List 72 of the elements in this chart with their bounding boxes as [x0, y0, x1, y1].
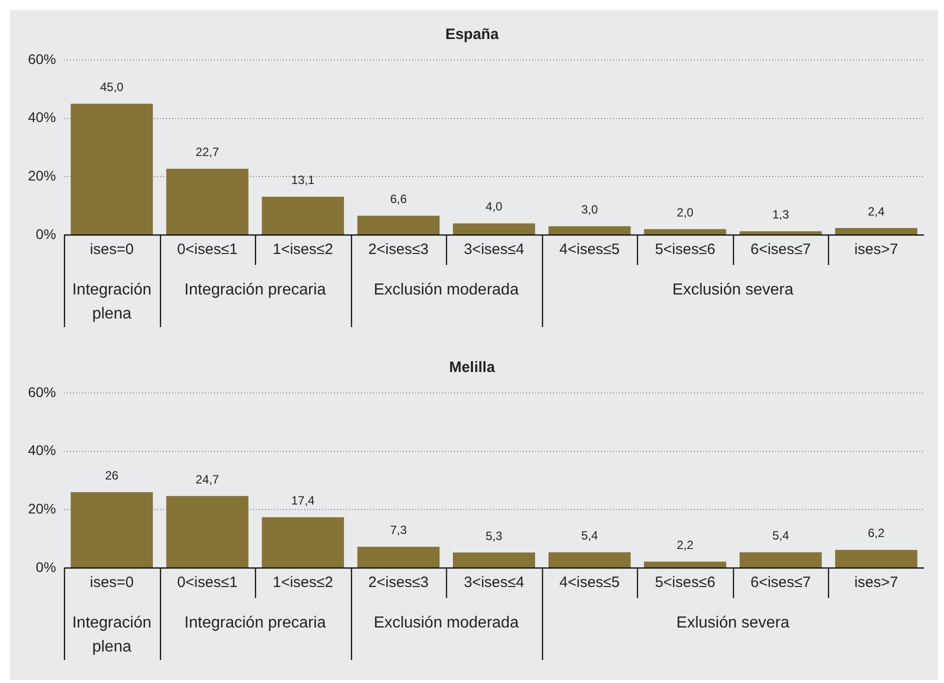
x-tick-label: ises>7 [854, 574, 898, 592]
data-label: 2,4 [868, 204, 885, 218]
data-label: 1,3 [772, 208, 790, 222]
data-label: 17,4 [291, 494, 315, 508]
text: Integración plena [72, 614, 152, 656]
bar [452, 552, 536, 568]
bar [644, 229, 726, 234]
bar [644, 562, 726, 568]
y-tick-label: 40% [28, 109, 56, 126]
y-tick-label: 0% [36, 558, 56, 575]
bar [262, 517, 344, 568]
x-tick-label: 6<ises≤7 [750, 241, 811, 258]
bar [740, 552, 822, 568]
x-tick-label: 1<ises≤2 [272, 241, 334, 258]
text: Exclusión moderada [374, 614, 519, 632]
x-tick-label: 3<ises≤4 [464, 241, 524, 258]
chart-title: Melilla [449, 359, 496, 376]
bar [548, 552, 631, 568]
bar [70, 492, 153, 568]
data-label: 6,2 [868, 526, 885, 540]
data-label: 22,7 [196, 145, 220, 160]
x-tick-label: 1<ises≤2 [272, 574, 334, 592]
x-tick-label: 6<ises≤7 [750, 574, 811, 592]
bar [835, 228, 918, 234]
text: Exclusión moderada [374, 281, 519, 298]
x-tick-label: ises=0 [90, 241, 134, 258]
x-tick-label: 4<ises≤5 [559, 574, 620, 592]
data-label: 6,6 [390, 192, 408, 206]
text: Exlusión severa [676, 614, 790, 632]
x-tick-label: 2<ises≤3 [368, 241, 429, 258]
x-tick-label: ises>7 [854, 241, 898, 258]
data-label: 5,4 [772, 528, 790, 543]
text: Integración precaria [184, 281, 326, 298]
x-tick-label: 0<ises≤1 [177, 241, 238, 258]
x-tick-label: 5<ises≤6 [654, 241, 716, 258]
data-label: 3,0 [581, 202, 598, 217]
bar [357, 546, 440, 568]
bar [166, 496, 248, 568]
data-label: 26 [105, 468, 119, 482]
x-tick-label: 3<ises≤4 [464, 574, 524, 592]
bar [452, 223, 536, 234]
data-label: 5,4 [581, 528, 598, 543]
text: Integración precaria [184, 614, 326, 632]
bar [70, 104, 153, 234]
x-tick-label: 2<ises≤3 [368, 574, 429, 592]
x-tick-label: ises=0 [90, 574, 134, 592]
x-tick-label: 4<ises≤5 [559, 241, 620, 258]
y-tick-label: 20% [28, 500, 56, 517]
x-tick-label: 5<ises≤6 [654, 574, 716, 592]
y-tick-label: 20% [28, 168, 56, 184]
y-tick-label: 60% [28, 384, 56, 400]
y-tick-label: 40% [28, 442, 56, 458]
bar [357, 216, 440, 234]
bar [166, 168, 248, 234]
data-label: 24,7 [196, 472, 220, 486]
y-tick-label: 0% [36, 226, 56, 242]
data-label: 5,3 [486, 528, 503, 543]
data-label: 4,0 [486, 200, 503, 214]
bar [835, 550, 918, 568]
text: Integración plena [72, 281, 152, 322]
text: Exclusión severa [672, 281, 794, 298]
data-label: 2,0 [676, 205, 694, 220]
bar [740, 231, 822, 234]
x-tick-label: 0<ises≤1 [177, 574, 238, 592]
data-label: 7,3 [390, 523, 408, 538]
bar [262, 196, 344, 234]
data-label: 2,2 [676, 538, 694, 552]
chart-title: España [445, 26, 500, 44]
data-label: 13,1 [291, 173, 315, 188]
data-label: 45,0 [100, 80, 124, 94]
y-tick-label: 60% [28, 50, 56, 67]
bar [548, 226, 631, 234]
